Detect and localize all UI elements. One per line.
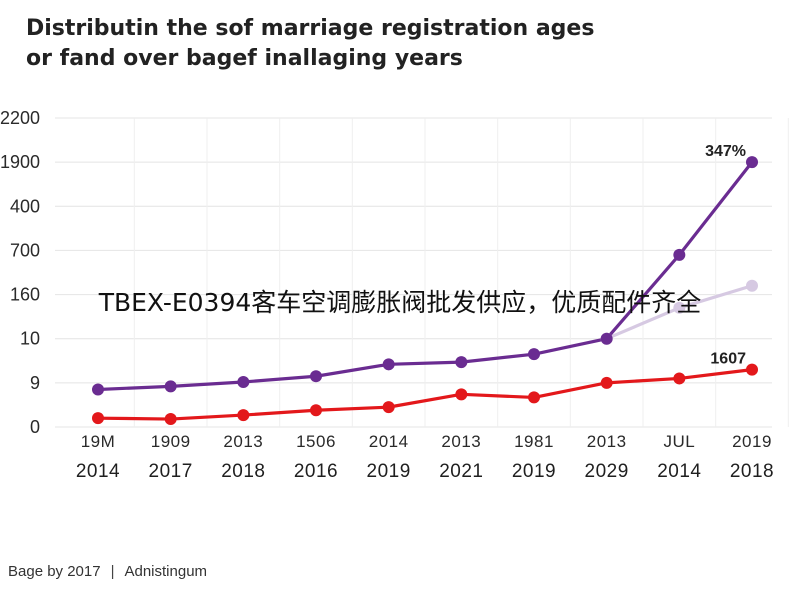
series-line — [97, 161, 754, 392]
data-point — [673, 248, 686, 261]
data-point — [455, 356, 468, 369]
x-tick-label-bottom: 2016 — [294, 461, 338, 482]
overlay-watermark-text: TBEX-E0394客车空调膨胀阀批发供应，优质配件齐全 — [98, 288, 702, 317]
x-tick-label-bottom: 2019 — [367, 461, 411, 482]
data-point — [237, 409, 250, 422]
y-tick-label: 700 — [10, 240, 40, 260]
x-tick-label-bottom: 2018 — [730, 461, 774, 482]
footer-credit: Adnistingum — [124, 563, 208, 580]
x-tick-label-bottom: 2014 — [76, 461, 120, 482]
x-tick-label-top: 19M — [81, 432, 116, 451]
chart-title-line-1: Distributin the sof marriage registratio… — [26, 16, 595, 41]
x-tick-label-top: 2014 — [369, 432, 409, 451]
x-tick-label-top: 2013 — [223, 432, 263, 451]
y-tick-label: 2200 — [0, 108, 40, 128]
x-tick-label-top: 2019 — [732, 432, 772, 451]
x-tick-label-bottom: 2021 — [439, 461, 483, 482]
data-point — [746, 363, 758, 376]
series-line — [97, 368, 753, 421]
chart-footer: Bage by 2017 | Adnistingum — [8, 563, 207, 580]
data-label: 1607 — [710, 351, 746, 368]
data-point — [528, 348, 540, 361]
data-label: 300 — [67, 0, 94, 4]
data-point — [600, 376, 613, 389]
data-point — [746, 156, 758, 169]
chart-title: Distributin the sof marriage registratio… — [26, 14, 726, 74]
data-label: 347% — [705, 143, 746, 160]
x-tick-label-bottom: 2017 — [149, 461, 193, 482]
x-tick-label-bottom: 2018 — [221, 461, 265, 482]
data-point — [382, 401, 395, 414]
x-tick-label-top: 1981 — [514, 432, 554, 451]
footer-source: Bage by 2017 — [8, 563, 101, 580]
data-point — [164, 380, 177, 393]
data-point — [746, 279, 758, 292]
data-point — [237, 375, 250, 388]
data-point — [92, 383, 104, 396]
x-tick-label-top: 1506 — [296, 432, 336, 451]
x-tick-label-bottom: 2029 — [585, 461, 629, 482]
y-tick-label: 0 — [30, 417, 40, 437]
data-point — [528, 391, 540, 404]
data-point — [382, 358, 395, 371]
series-points — [92, 156, 758, 426]
y-tick-label: 160 — [10, 285, 40, 305]
x-tick-label-top: 1909 — [151, 432, 191, 451]
x-axis-ticks: 19M 2014 1909 2017 2013 2018 1506 2016 2014 2019 2… — [76, 432, 774, 482]
y-tick-label: 1900 — [0, 152, 40, 172]
data-point — [673, 372, 686, 385]
data-point — [600, 332, 613, 345]
data-point — [310, 370, 322, 383]
data-point — [164, 413, 177, 426]
x-tick-label-bottom: 2019 — [512, 461, 556, 482]
data-point — [455, 388, 468, 401]
x-tick-label-bottom: 2014 — [657, 461, 701, 482]
y-tick-label: 10 — [20, 329, 40, 349]
y-axis-ticks: 0 9 10 160 700 400 1900 2200 — [0, 108, 40, 437]
y-tick-label: 9 — [30, 373, 40, 393]
data-label: 75% — [207, 0, 239, 4]
chart-title-line-2: or fand over bagef inallaging years — [26, 46, 463, 71]
x-tick-label-top: 2013 — [587, 432, 627, 451]
data-labels: 347% 75% 300 1607 — [67, 0, 746, 368]
y-tick-label: 400 — [10, 196, 40, 216]
data-point — [310, 404, 322, 417]
x-tick-label-top: JUL — [663, 432, 695, 451]
data-point — [673, 301, 686, 314]
data-point — [92, 412, 104, 425]
x-tick-label-top: 2013 — [441, 432, 481, 451]
footer-separator: | — [110, 563, 115, 580]
